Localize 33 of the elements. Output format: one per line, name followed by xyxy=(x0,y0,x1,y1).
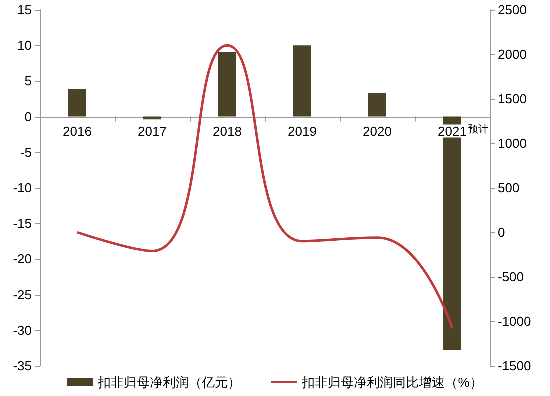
y2-tick-label: -1000 xyxy=(498,314,532,329)
legend-label: 扣非归母净利润同比增速（%） xyxy=(301,375,483,390)
x-tick-label: 2016 xyxy=(63,124,92,139)
bar xyxy=(68,89,86,117)
bar xyxy=(294,46,312,117)
y2-tick-label: 1000 xyxy=(498,136,527,151)
y-tick-label: -25 xyxy=(13,287,32,302)
x-tick-label: 2017 xyxy=(138,124,167,139)
y-tick-label: -15 xyxy=(13,216,32,232)
bar xyxy=(368,93,386,117)
y-tick-label: -20 xyxy=(13,252,32,267)
y2-tick-label: 500 xyxy=(498,180,520,196)
y-tick-label: 5 xyxy=(24,74,32,89)
y-tick-label: -30 xyxy=(13,322,32,338)
y-tick-label: 10 xyxy=(18,38,32,54)
y-tick-label: 0 xyxy=(24,109,32,124)
x-tick-label: 2018 xyxy=(213,124,242,139)
x-tick-label: 2021 xyxy=(438,124,467,139)
y2-tick-label: 1500 xyxy=(498,92,527,106)
x-tick-label: 2019 xyxy=(288,124,317,139)
x-tick-label: 2020 xyxy=(363,124,392,139)
y-tick-label: 15 xyxy=(18,2,32,18)
y2-tick-label: -1500 xyxy=(498,358,532,374)
y2-tick-label: 2000 xyxy=(498,47,527,62)
bar xyxy=(218,52,236,117)
y-tick-label: -35 xyxy=(13,358,32,374)
y2-tick-label: -500 xyxy=(498,270,524,284)
legend-label: 扣非归母净利润（亿元） xyxy=(97,375,242,390)
y-tick-label: -5 xyxy=(20,144,32,160)
y-tick-label: -10 xyxy=(13,180,32,196)
y2-tick-label: 0 xyxy=(498,225,506,240)
y2-tick-label: 2500 xyxy=(498,2,527,18)
annotation: 预计 xyxy=(468,123,488,136)
